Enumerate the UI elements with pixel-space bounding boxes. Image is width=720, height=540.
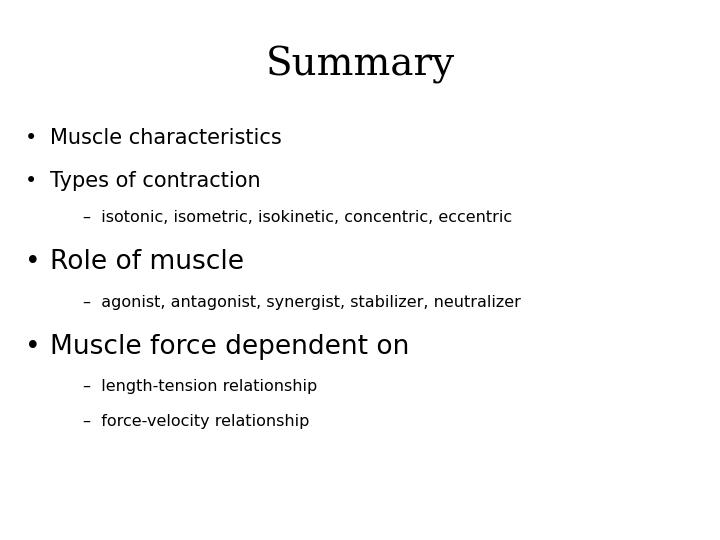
Text: •: •	[25, 127, 37, 148]
Text: Role of muscle: Role of muscle	[50, 249, 244, 275]
Text: Summary: Summary	[266, 46, 454, 84]
Text: –  force-velocity relationship: – force-velocity relationship	[83, 414, 309, 429]
Text: Muscle force dependent on: Muscle force dependent on	[50, 334, 410, 360]
Text: –  isotonic, isometric, isokinetic, concentric, eccentric: – isotonic, isometric, isokinetic, conce…	[83, 210, 512, 225]
Text: •: •	[25, 249, 41, 275]
Text: •: •	[25, 334, 41, 360]
Text: Muscle characteristics: Muscle characteristics	[50, 127, 282, 148]
Text: •: •	[25, 171, 37, 191]
Text: –  agonist, antagonist, synergist, stabilizer, neutralizer: – agonist, antagonist, synergist, stabil…	[83, 295, 521, 310]
Text: Types of contraction: Types of contraction	[50, 171, 261, 191]
Text: –  length-tension relationship: – length-tension relationship	[83, 379, 317, 394]
